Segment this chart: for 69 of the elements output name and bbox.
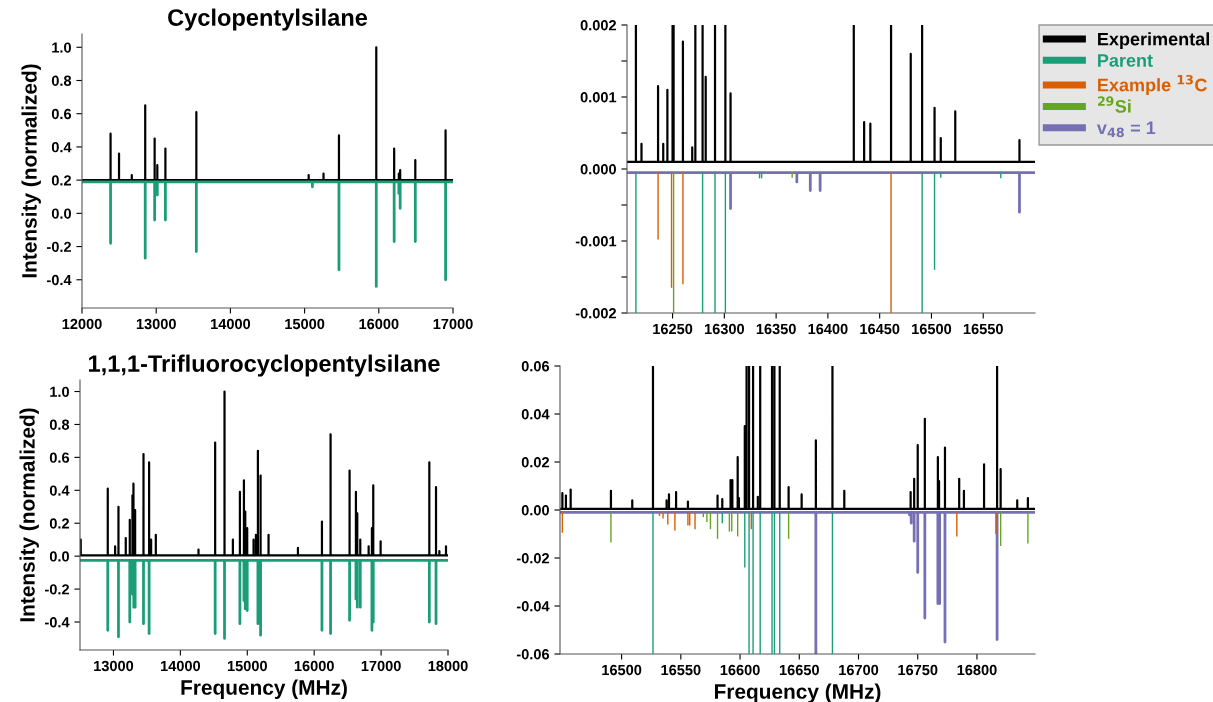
x-tick-label: 16750 xyxy=(898,664,938,676)
y-tick-label: 0.04 xyxy=(521,409,550,420)
y-tick-label: 0.2 xyxy=(49,518,69,529)
y-tick-label: 0.00 xyxy=(521,505,549,516)
y-tick-label: 0.6 xyxy=(49,452,70,463)
x-tick-label: 17000 xyxy=(433,318,473,330)
y-tick-label: -0.001 xyxy=(575,236,617,247)
y-tick-label: 0.000 xyxy=(580,164,616,175)
x-tick-label: 16300 xyxy=(704,323,745,335)
y-tick-label: 0.02 xyxy=(521,457,549,468)
legend-label: Example $^{13}$C xyxy=(1098,74,1207,95)
x-tick-label: 14000 xyxy=(161,660,201,672)
y-tick-label: 0.0 xyxy=(49,551,69,562)
x-tick-label: 16700 xyxy=(839,664,879,676)
chart-title: 1,1,1-Trifluorocyclopentylsilane xyxy=(89,354,440,377)
legend-label: Parent xyxy=(1098,54,1153,67)
y-tick-label: 0.4 xyxy=(51,142,72,153)
x-tick-label: 18000 xyxy=(428,660,468,672)
x-axis-title: Frequency (MHz) xyxy=(714,683,881,702)
x-tick-label: 16350 xyxy=(756,323,796,335)
y-tick-label: 0.8 xyxy=(49,419,70,430)
y-tick-label: -0.06 xyxy=(516,649,550,660)
y-axis-title: Intensity (normalized) xyxy=(21,64,41,278)
x-tick-label: 15000 xyxy=(227,660,267,672)
y-tick-label: 0.4 xyxy=(49,485,70,496)
x-tick-label: 16400 xyxy=(808,323,848,335)
legend-label: Experimental xyxy=(1098,32,1209,50)
x-tick-label: 16600 xyxy=(720,664,760,676)
x-tick-label: 13000 xyxy=(136,318,176,330)
y-tick-label: -0.02 xyxy=(516,553,549,564)
x-tick-label: 14000 xyxy=(211,318,251,330)
y-tick-label: -0.002 xyxy=(575,308,616,319)
y-tick-label: 1.0 xyxy=(50,386,69,397)
y-tick-label: -0.4 xyxy=(45,617,70,628)
legend-label: $^{29}$Si xyxy=(1098,96,1131,113)
y-tick-label: 0.0 xyxy=(51,208,71,219)
y-axis-title: Intensity (normalized) xyxy=(19,408,39,622)
x-tick-label: 16550 xyxy=(661,664,701,676)
y-tick-label: 0.001 xyxy=(580,92,617,103)
y-tick-label: -0.04 xyxy=(516,601,550,612)
y-tick-label: -0.2 xyxy=(47,241,71,252)
x-tick-label: 16800 xyxy=(957,664,997,676)
y-tick-label: -0.2 xyxy=(45,584,69,595)
x-tick-label: 16000 xyxy=(294,660,334,672)
legend-label: v$_{48}$ = 1 xyxy=(1096,121,1156,138)
chart-title: Cyclopentylsilane xyxy=(168,8,368,31)
line-series xyxy=(80,558,448,640)
y-tick-label: 0.2 xyxy=(51,175,71,186)
x-axis-title: Frequency (MHz) xyxy=(181,679,347,699)
y-tick-label: 1.0 xyxy=(52,42,71,53)
x-tick-label: 12000 xyxy=(62,318,102,330)
x-tick-label: 16000 xyxy=(359,318,399,330)
x-tick-label: 13000 xyxy=(94,660,134,672)
line-series xyxy=(82,180,453,288)
x-tick-label: 16450 xyxy=(860,323,900,335)
line-series xyxy=(627,25,1035,163)
y-tick-label: 0.06 xyxy=(521,361,550,372)
x-tick-label: 16650 xyxy=(779,664,819,676)
y-tick-label: 0.6 xyxy=(51,108,72,120)
x-tick-label: 17000 xyxy=(361,660,401,672)
y-tick-label: -0.4 xyxy=(47,274,72,286)
y-tick-label: 0.8 xyxy=(51,75,72,86)
x-tick-label: 16500 xyxy=(912,323,952,335)
x-tick-label: 16550 xyxy=(963,323,1003,335)
x-tick-label: 16500 xyxy=(602,664,642,676)
y-tick-label: 0.002 xyxy=(580,20,616,31)
line-series xyxy=(627,171,1035,214)
x-tick-label: 15000 xyxy=(285,318,325,330)
x-tick-label: 16250 xyxy=(653,323,693,335)
